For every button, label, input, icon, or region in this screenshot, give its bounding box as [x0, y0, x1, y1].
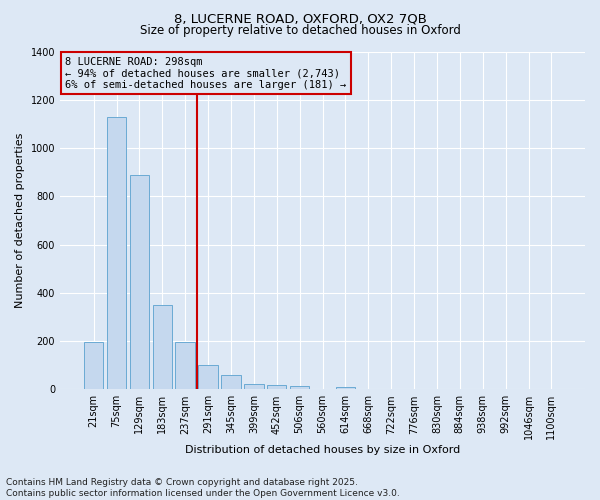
- Bar: [290, 386, 310, 390]
- Bar: [152, 305, 172, 390]
- Text: Size of property relative to detached houses in Oxford: Size of property relative to detached ho…: [140, 24, 460, 37]
- Text: 8, LUCERNE ROAD, OXFORD, OX2 7QB: 8, LUCERNE ROAD, OXFORD, OX2 7QB: [173, 12, 427, 26]
- Bar: [199, 365, 218, 390]
- Bar: [335, 387, 355, 390]
- Bar: [84, 342, 103, 390]
- X-axis label: Distribution of detached houses by size in Oxford: Distribution of detached houses by size …: [185, 445, 460, 455]
- Text: 8 LUCERNE ROAD: 298sqm
← 94% of detached houses are smaller (2,743)
6% of semi-d: 8 LUCERNE ROAD: 298sqm ← 94% of detached…: [65, 56, 347, 90]
- Bar: [107, 116, 126, 390]
- Bar: [244, 384, 263, 390]
- Bar: [130, 174, 149, 390]
- Bar: [175, 342, 195, 390]
- Bar: [221, 375, 241, 390]
- Text: Contains HM Land Registry data © Crown copyright and database right 2025.
Contai: Contains HM Land Registry data © Crown c…: [6, 478, 400, 498]
- Bar: [267, 385, 286, 390]
- Y-axis label: Number of detached properties: Number of detached properties: [15, 132, 25, 308]
